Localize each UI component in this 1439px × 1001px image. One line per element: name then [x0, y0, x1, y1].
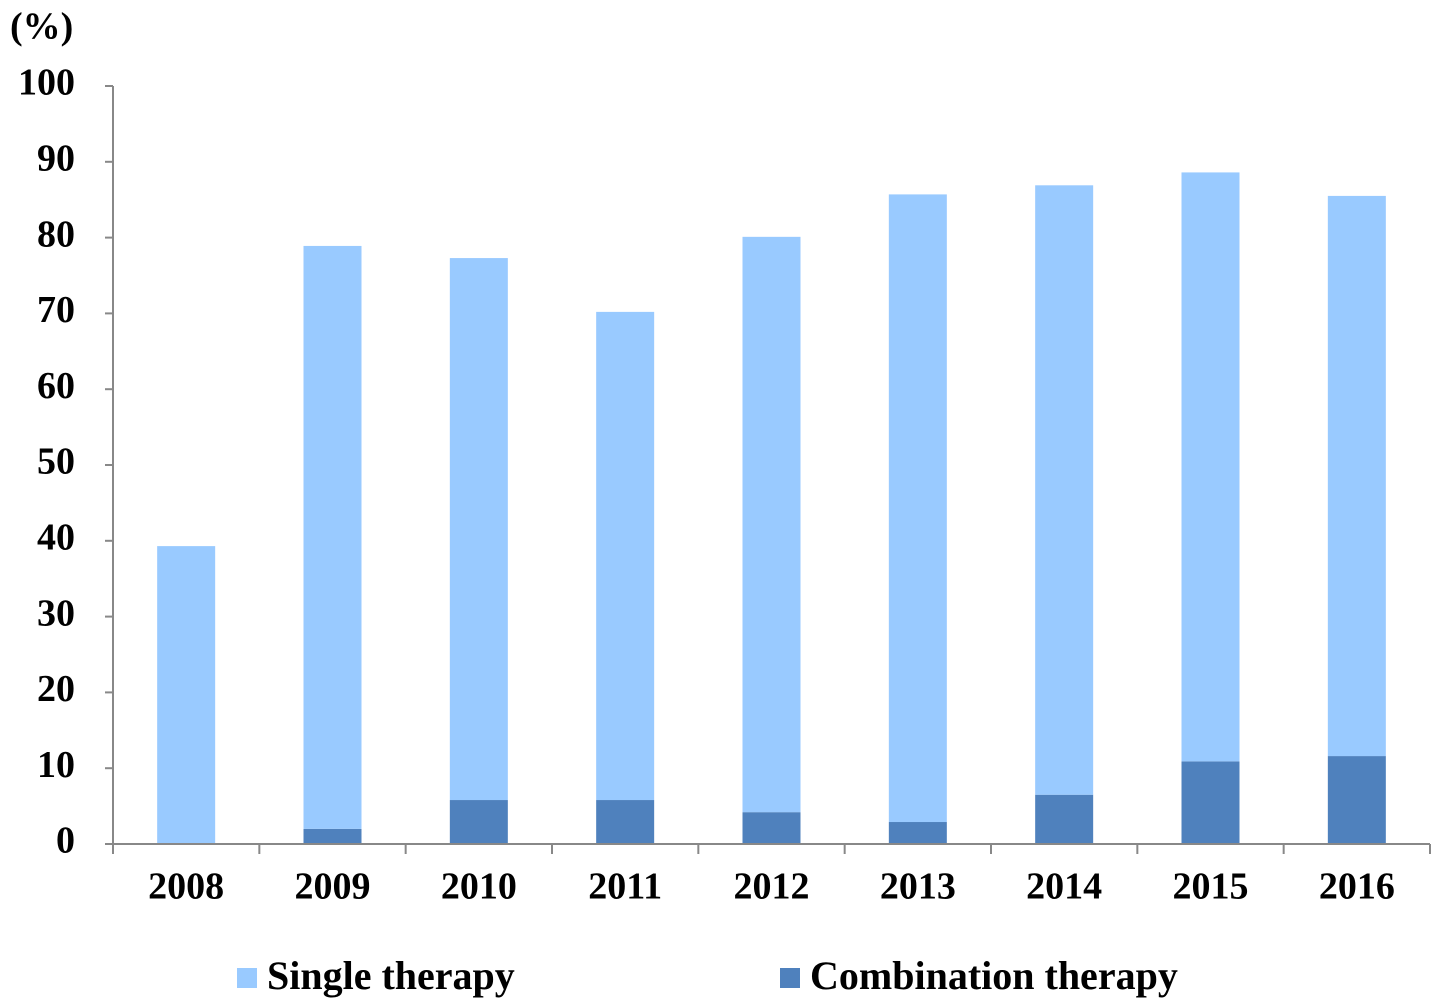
bar-segment — [449, 800, 508, 844]
bar-segment — [1181, 761, 1240, 844]
legend-swatch — [237, 968, 257, 988]
bar-segment — [303, 245, 362, 829]
y-axis-label: (%) — [10, 6, 73, 48]
y-tick-label: 100 — [18, 62, 75, 104]
y-tick-label: 80 — [37, 213, 75, 255]
x-tick-label: 2013 — [880, 866, 956, 908]
x-tick-label: 2015 — [1173, 866, 1249, 908]
legend-label: Combination therapy — [810, 953, 1178, 998]
y-tick-label: 30 — [37, 592, 75, 634]
bar-segment — [303, 828, 362, 844]
bar-segment — [1035, 185, 1094, 795]
x-tick-label: 2014 — [1026, 866, 1102, 908]
bar-segment — [449, 258, 508, 801]
bar-segment — [888, 194, 947, 823]
bar-segment — [1181, 172, 1240, 762]
x-tick-label: 2010 — [441, 866, 517, 908]
x-tick-label: 2012 — [734, 866, 810, 908]
legend-swatch — [780, 968, 800, 988]
x-tick-label: 2011 — [588, 866, 662, 908]
y-tick-label: 50 — [37, 441, 75, 483]
bar-segment — [596, 800, 655, 844]
bar-segment — [157, 546, 216, 844]
bar-segment — [888, 822, 947, 844]
x-tick-label: 2008 — [148, 866, 224, 908]
y-tick-label: 0 — [56, 820, 75, 862]
bar-segment — [1327, 756, 1386, 844]
y-tick-label: 10 — [37, 744, 75, 786]
x-tick-label: 2016 — [1319, 866, 1395, 908]
bar-segment — [1327, 195, 1386, 757]
y-tick-label: 90 — [37, 138, 75, 180]
legend-label: Single therapy — [267, 953, 515, 998]
y-tick-label: 20 — [37, 668, 75, 710]
bar-segment — [742, 236, 801, 813]
y-tick-label: 70 — [37, 289, 75, 331]
bar-segment — [596, 311, 655, 801]
x-tick-label: 2009 — [295, 866, 371, 908]
y-tick-label: 60 — [37, 365, 75, 407]
bar-segment — [1035, 794, 1094, 844]
bar-segment — [742, 812, 801, 844]
y-tick-label: 40 — [37, 517, 75, 559]
